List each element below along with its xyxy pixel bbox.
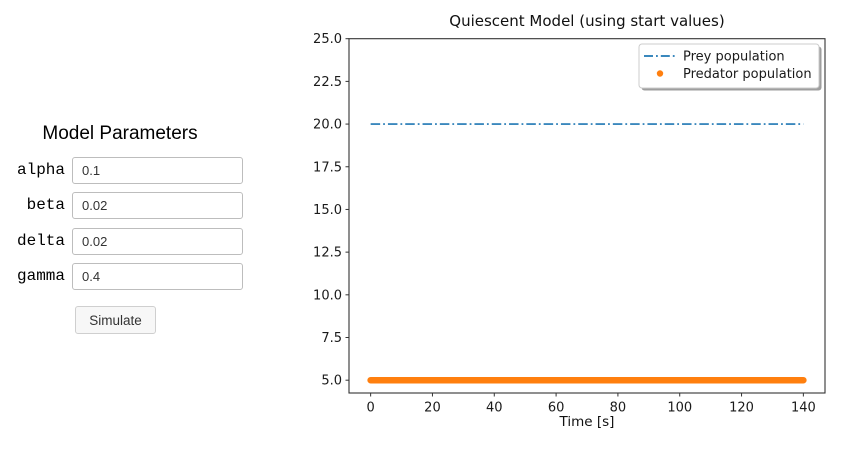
legend-label: Prey population	[683, 50, 785, 65]
plot-canvas: 0 20 40 60 80 100 120 140 5.0 7.5 10.0 12.5 15.0 17.5…	[313, 32, 826, 416]
plot-title: Quiescent Model (using start values)	[449, 12, 725, 30]
plot-frame	[348, 38, 826, 394]
alpha-input[interactable]	[72, 157, 243, 184]
x-tick-label: 120	[729, 401, 754, 416]
y-tick-label: 22.5	[313, 75, 342, 90]
x-tick-label: 80	[610, 401, 627, 416]
x-tick-label: 140	[791, 401, 816, 416]
panel-title: Model Parameters	[42, 123, 198, 144]
delta-input[interactable]	[72, 228, 243, 255]
legend-predator-sample	[656, 70, 664, 77]
legend-box	[638, 43, 820, 89]
x-tick-label: 40	[486, 401, 503, 416]
alpha-label: alpha	[16, 161, 65, 179]
y-tick-label: 12.5	[313, 246, 342, 261]
x-tick-label: 100	[667, 401, 692, 416]
y-tick-label: 10.0	[313, 288, 342, 303]
beta-label: beta	[26, 196, 65, 214]
legend-label: Predator population	[683, 67, 812, 82]
param-row-beta: beta	[0, 192, 250, 219]
x-tick-label: 0	[366, 401, 374, 416]
figure: Quiescent Model (using start values) 0 20…	[295, 0, 868, 454]
simulate-button[interactable]: Simulate	[75, 306, 156, 334]
y-tick-label: 7.5	[321, 331, 342, 346]
delta-label: delta	[16, 232, 65, 250]
param-row-delta: delta	[0, 228, 250, 255]
x-axis-label: Time [s]	[559, 414, 615, 430]
param-row-alpha: alpha	[0, 157, 250, 184]
gamma-label: gamma	[16, 267, 65, 285]
beta-input[interactable]	[72, 192, 243, 219]
x-tick-label: 60	[548, 401, 565, 416]
y-tick-label: 17.5	[313, 160, 342, 175]
x-tick-label: 20	[424, 401, 441, 416]
y-tick-label: 20.0	[313, 118, 342, 133]
y-tick-label: 25.0	[313, 32, 342, 47]
gamma-input[interactable]	[72, 263, 243, 290]
y-tick-label: 15.0	[313, 203, 342, 218]
y-tick-label: 5.0	[321, 374, 342, 389]
param-row-gamma: gamma	[0, 263, 250, 290]
